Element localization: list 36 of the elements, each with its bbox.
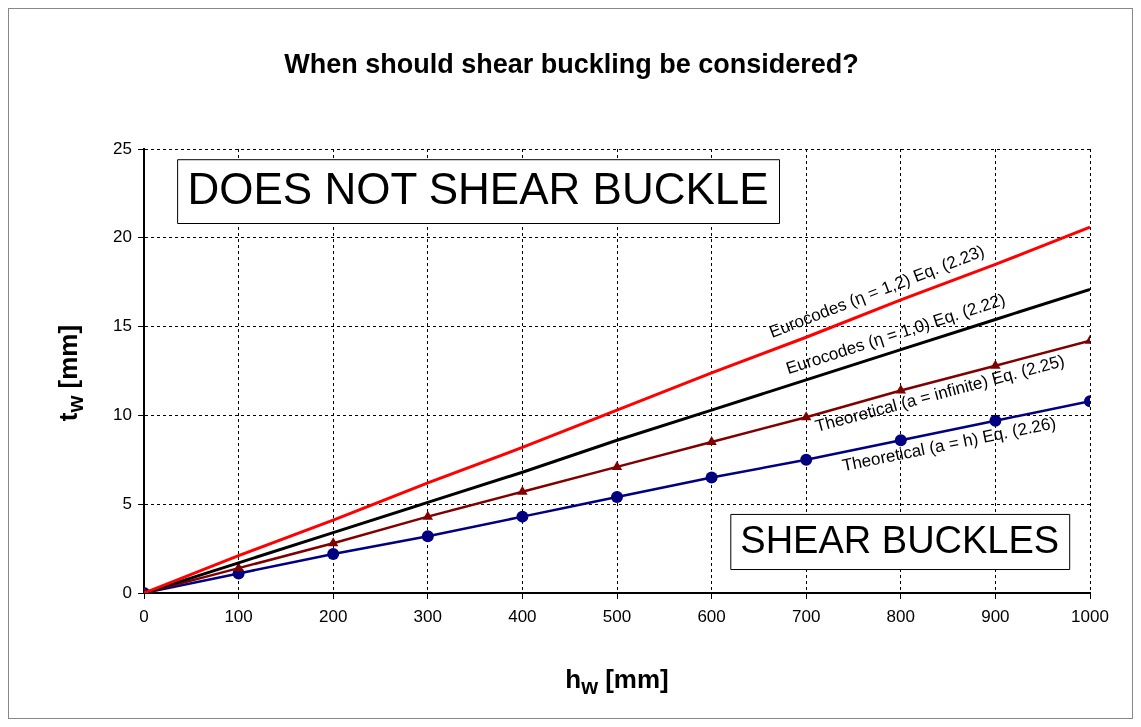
y-tick-label: 15 xyxy=(113,316,132,336)
x-tick-label: 200 xyxy=(319,606,348,626)
x-tick-label: 100 xyxy=(224,606,253,626)
annotation: SHEAR BUCKLES xyxy=(740,518,1060,561)
point xyxy=(516,510,529,523)
y-tick-label: 5 xyxy=(122,493,132,513)
point xyxy=(328,537,339,547)
x-tick-label: 0 xyxy=(139,606,149,626)
point xyxy=(895,384,906,394)
point xyxy=(517,485,528,495)
point xyxy=(422,510,433,520)
point xyxy=(421,530,434,543)
y-tick-label: 10 xyxy=(113,405,132,425)
point xyxy=(989,414,1002,427)
x-tick-label: 900 xyxy=(981,606,1010,626)
x-tick-label: 700 xyxy=(792,606,821,626)
point xyxy=(327,547,340,560)
x-tick-label: 1000 xyxy=(1071,606,1109,626)
point xyxy=(611,460,623,470)
y-tick-label: 0 xyxy=(122,582,132,602)
x-tick-label: 400 xyxy=(508,606,537,626)
y-tick-label: 20 xyxy=(113,227,132,247)
x-tick-label: 500 xyxy=(602,606,632,626)
x-tick-label: 300 xyxy=(413,606,442,626)
point xyxy=(611,491,623,504)
chart-title: When should shear buckling be considered? xyxy=(283,49,860,80)
x-axis-title: h$_{w}$ [mm] xyxy=(564,664,670,701)
x-tick-label: 600 xyxy=(697,606,726,626)
x-tick-label: 800 xyxy=(886,606,915,626)
point xyxy=(990,359,1001,369)
point xyxy=(800,453,813,466)
point xyxy=(801,411,812,421)
point xyxy=(706,436,717,446)
annotation: DOES NOT SHEAR BUCKLE xyxy=(187,164,769,214)
point xyxy=(705,471,718,484)
y-tick-label: 25 xyxy=(113,138,132,158)
